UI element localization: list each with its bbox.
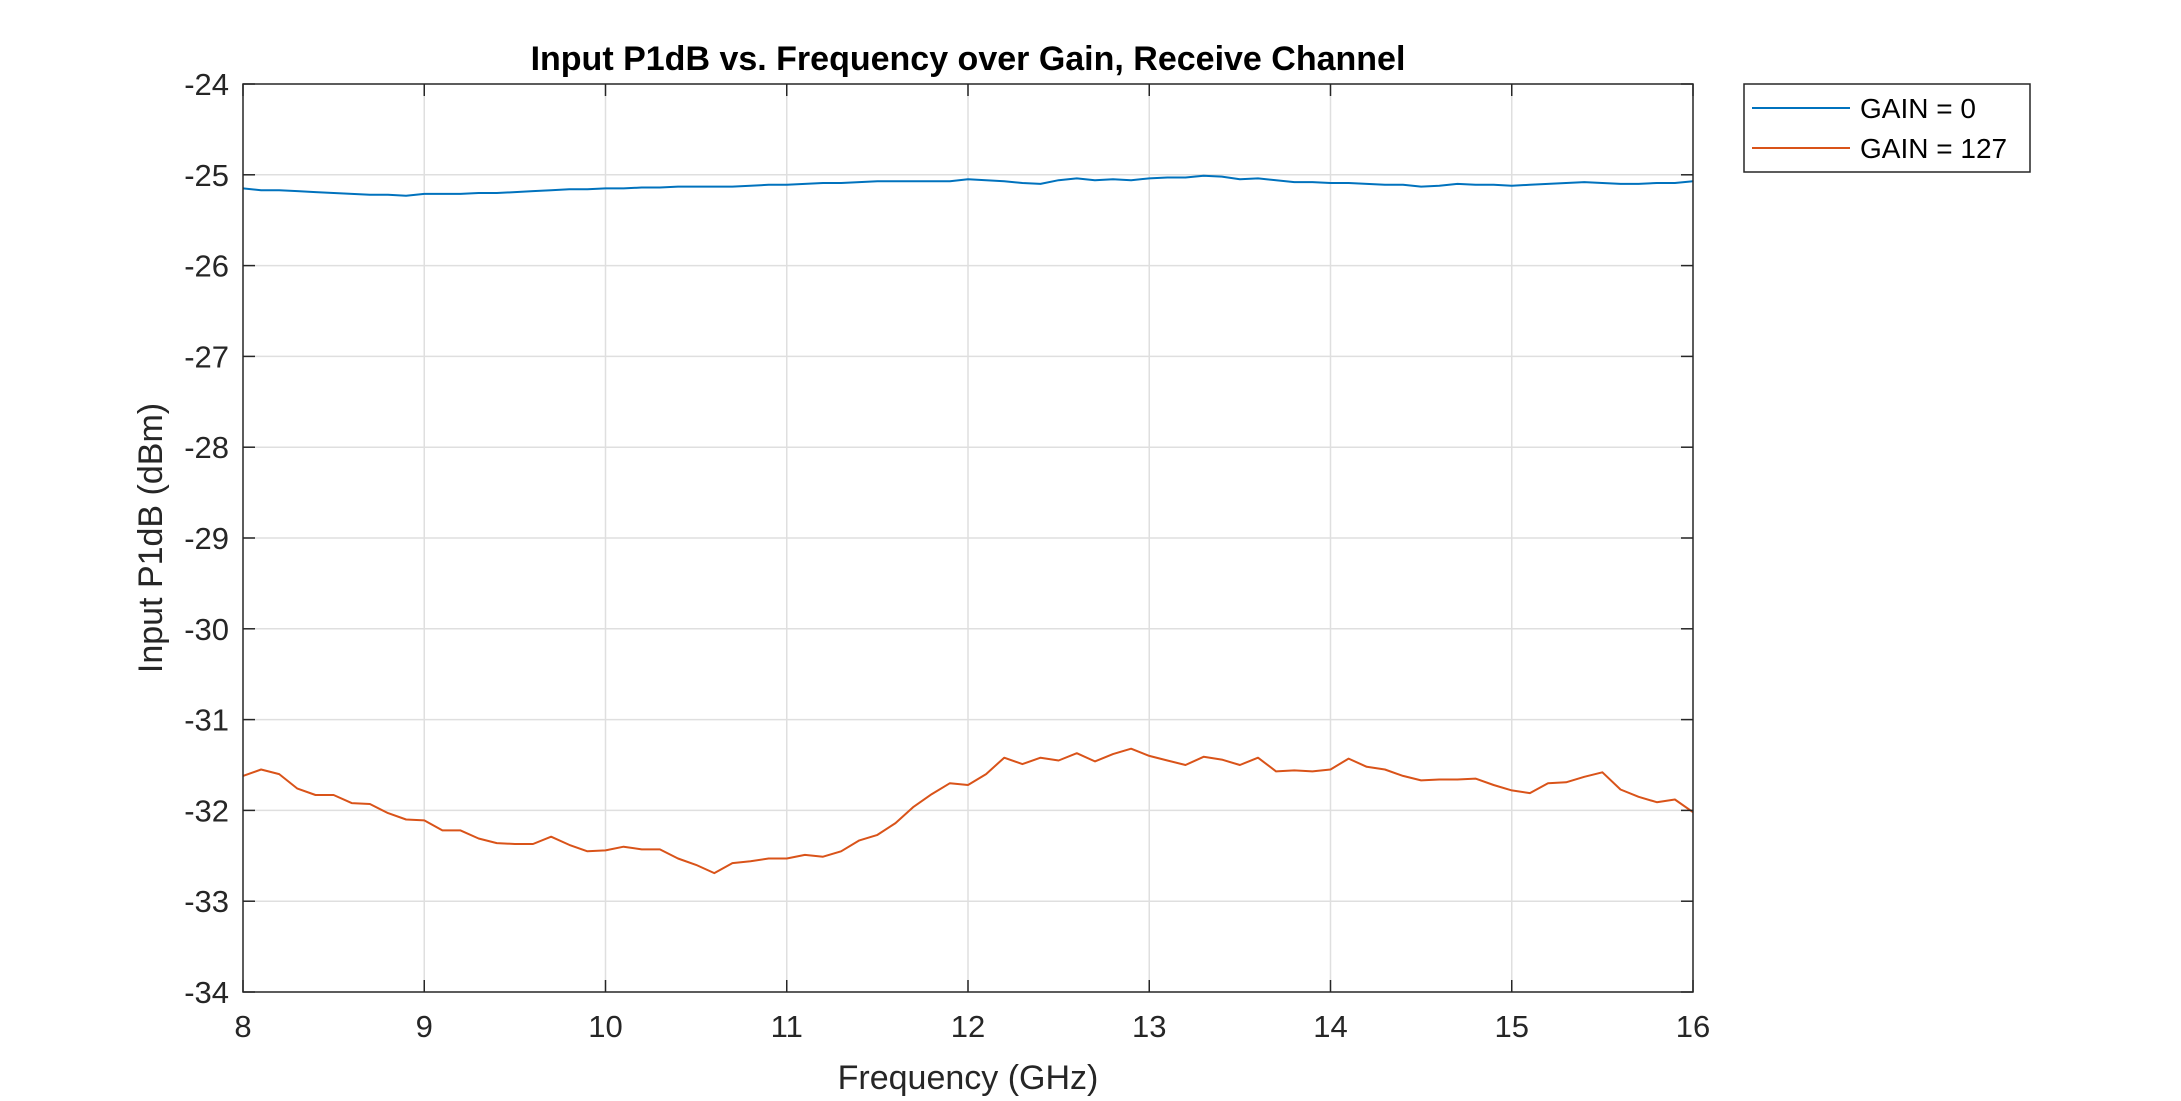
- legend-label-2: GAIN = 127: [1860, 133, 2007, 164]
- x-tick-label: 13: [1132, 1009, 1166, 1044]
- y-tick-label: -29: [184, 521, 229, 556]
- y-tick-label: -28: [184, 430, 229, 465]
- y-tick-label: -25: [184, 158, 229, 193]
- y-axis-label: Input P1dB (dBm): [132, 403, 170, 673]
- axis-ticks: 8 9 10 11 12 13 14 15 16 -24 -25 -26 -27 -28 -29 -30 -31…: [184, 67, 1710, 1044]
- series-lines: [242, 174, 1694, 875]
- y-tick-label: -34: [184, 975, 229, 1010]
- x-tick-label: 8: [234, 1009, 251, 1044]
- y-tick-label: -33: [184, 884, 229, 919]
- y-tick-label: -24: [184, 67, 229, 102]
- x-tick-label: 9: [416, 1009, 433, 1044]
- x-tick-label: 15: [1495, 1009, 1529, 1044]
- y-tick-label: -27: [184, 339, 229, 374]
- legend-box: [1743, 83, 2031, 173]
- legend-label-1: GAIN = 0: [1860, 93, 1976, 124]
- y-tick-label: -30: [184, 612, 229, 647]
- chart-title: Input P1dB vs. Frequency over Gain, Rece…: [531, 40, 1406, 78]
- x-tick-label: 16: [1676, 1009, 1710, 1044]
- series-line-1: [242, 174, 1694, 197]
- y-tick-label: -32: [184, 793, 229, 828]
- x-tick-label: 10: [588, 1009, 622, 1044]
- x-tick-label: 12: [951, 1009, 985, 1044]
- x-tick-label: 11: [771, 1009, 803, 1044]
- y-tick-label: -31: [184, 703, 229, 738]
- grid-lines: [243, 84, 1693, 992]
- series-line-2: [242, 747, 1694, 875]
- x-tick-label: 14: [1313, 1009, 1347, 1044]
- legend: GAIN = 0 GAIN = 127: [1743, 83, 2031, 173]
- y-tick-label: -26: [184, 249, 229, 284]
- x-axis-label: Frequency (GHz): [838, 1059, 1099, 1097]
